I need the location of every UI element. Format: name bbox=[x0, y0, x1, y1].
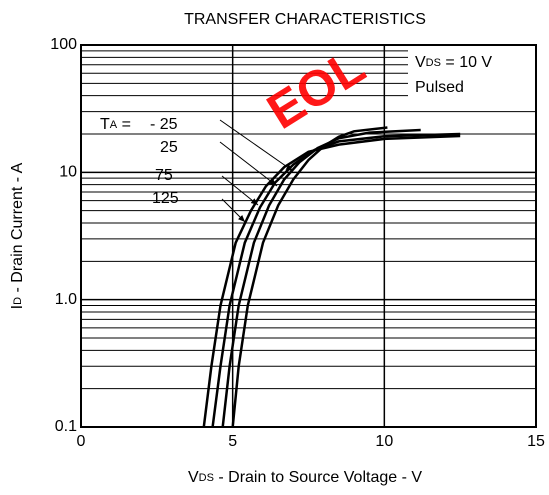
temp-rest: = bbox=[117, 116, 131, 133]
temp-sub: A bbox=[110, 119, 118, 131]
arrow bbox=[221, 175, 259, 206]
x-label-main: V bbox=[188, 469, 199, 486]
y-tick-label: 0.1 bbox=[55, 418, 77, 435]
x-label-rest: - Drain to Source Voltage - V bbox=[214, 469, 422, 486]
x-label-sub: DS bbox=[199, 472, 214, 484]
series-label: 75 bbox=[155, 167, 173, 184]
condition-sub: DS bbox=[426, 57, 441, 69]
chart-title: TRANSFER CHARACTERISTICS bbox=[184, 11, 426, 28]
x-tick-label: 5 bbox=[228, 433, 237, 450]
curve bbox=[221, 128, 421, 428]
series-label: 25 bbox=[160, 139, 178, 156]
arrows bbox=[219, 119, 294, 223]
y-label-sub: D bbox=[12, 297, 24, 305]
arrow bbox=[219, 119, 294, 172]
plot-frame bbox=[80, 44, 537, 428]
condition-note: Pulsed bbox=[415, 79, 464, 96]
y-tick-label: 1.0 bbox=[55, 291, 77, 308]
condition-box bbox=[408, 46, 535, 102]
x-tick-label: 0 bbox=[77, 433, 86, 450]
x-axis-label: VDS - Drain to Source Voltage - V bbox=[188, 469, 422, 486]
y-tick-label: 10 bbox=[59, 164, 77, 181]
y-label-rest: - Drain Current - A bbox=[9, 162, 26, 297]
condition-rest: = 10 V bbox=[441, 54, 492, 71]
arrow bbox=[219, 141, 278, 187]
condition-main: V bbox=[415, 54, 426, 71]
watermark: EOL bbox=[258, 38, 375, 140]
y-label-main: I bbox=[9, 305, 26, 309]
arrow bbox=[221, 198, 246, 223]
y-axis-label: ID - Drain Current - A bbox=[9, 162, 26, 309]
condition-text: VDS = 10 V bbox=[415, 54, 492, 71]
x-tick-label: 15 bbox=[527, 433, 545, 450]
y-tick-label: 100 bbox=[50, 36, 77, 53]
series-label: 125 bbox=[152, 190, 179, 207]
x-tick-label: 10 bbox=[375, 433, 393, 450]
curve bbox=[202, 134, 461, 428]
series-label: - 25 bbox=[150, 116, 178, 133]
curve bbox=[231, 126, 388, 428]
temp-main: T bbox=[100, 116, 110, 133]
temp-label: TA = bbox=[100, 116, 131, 133]
